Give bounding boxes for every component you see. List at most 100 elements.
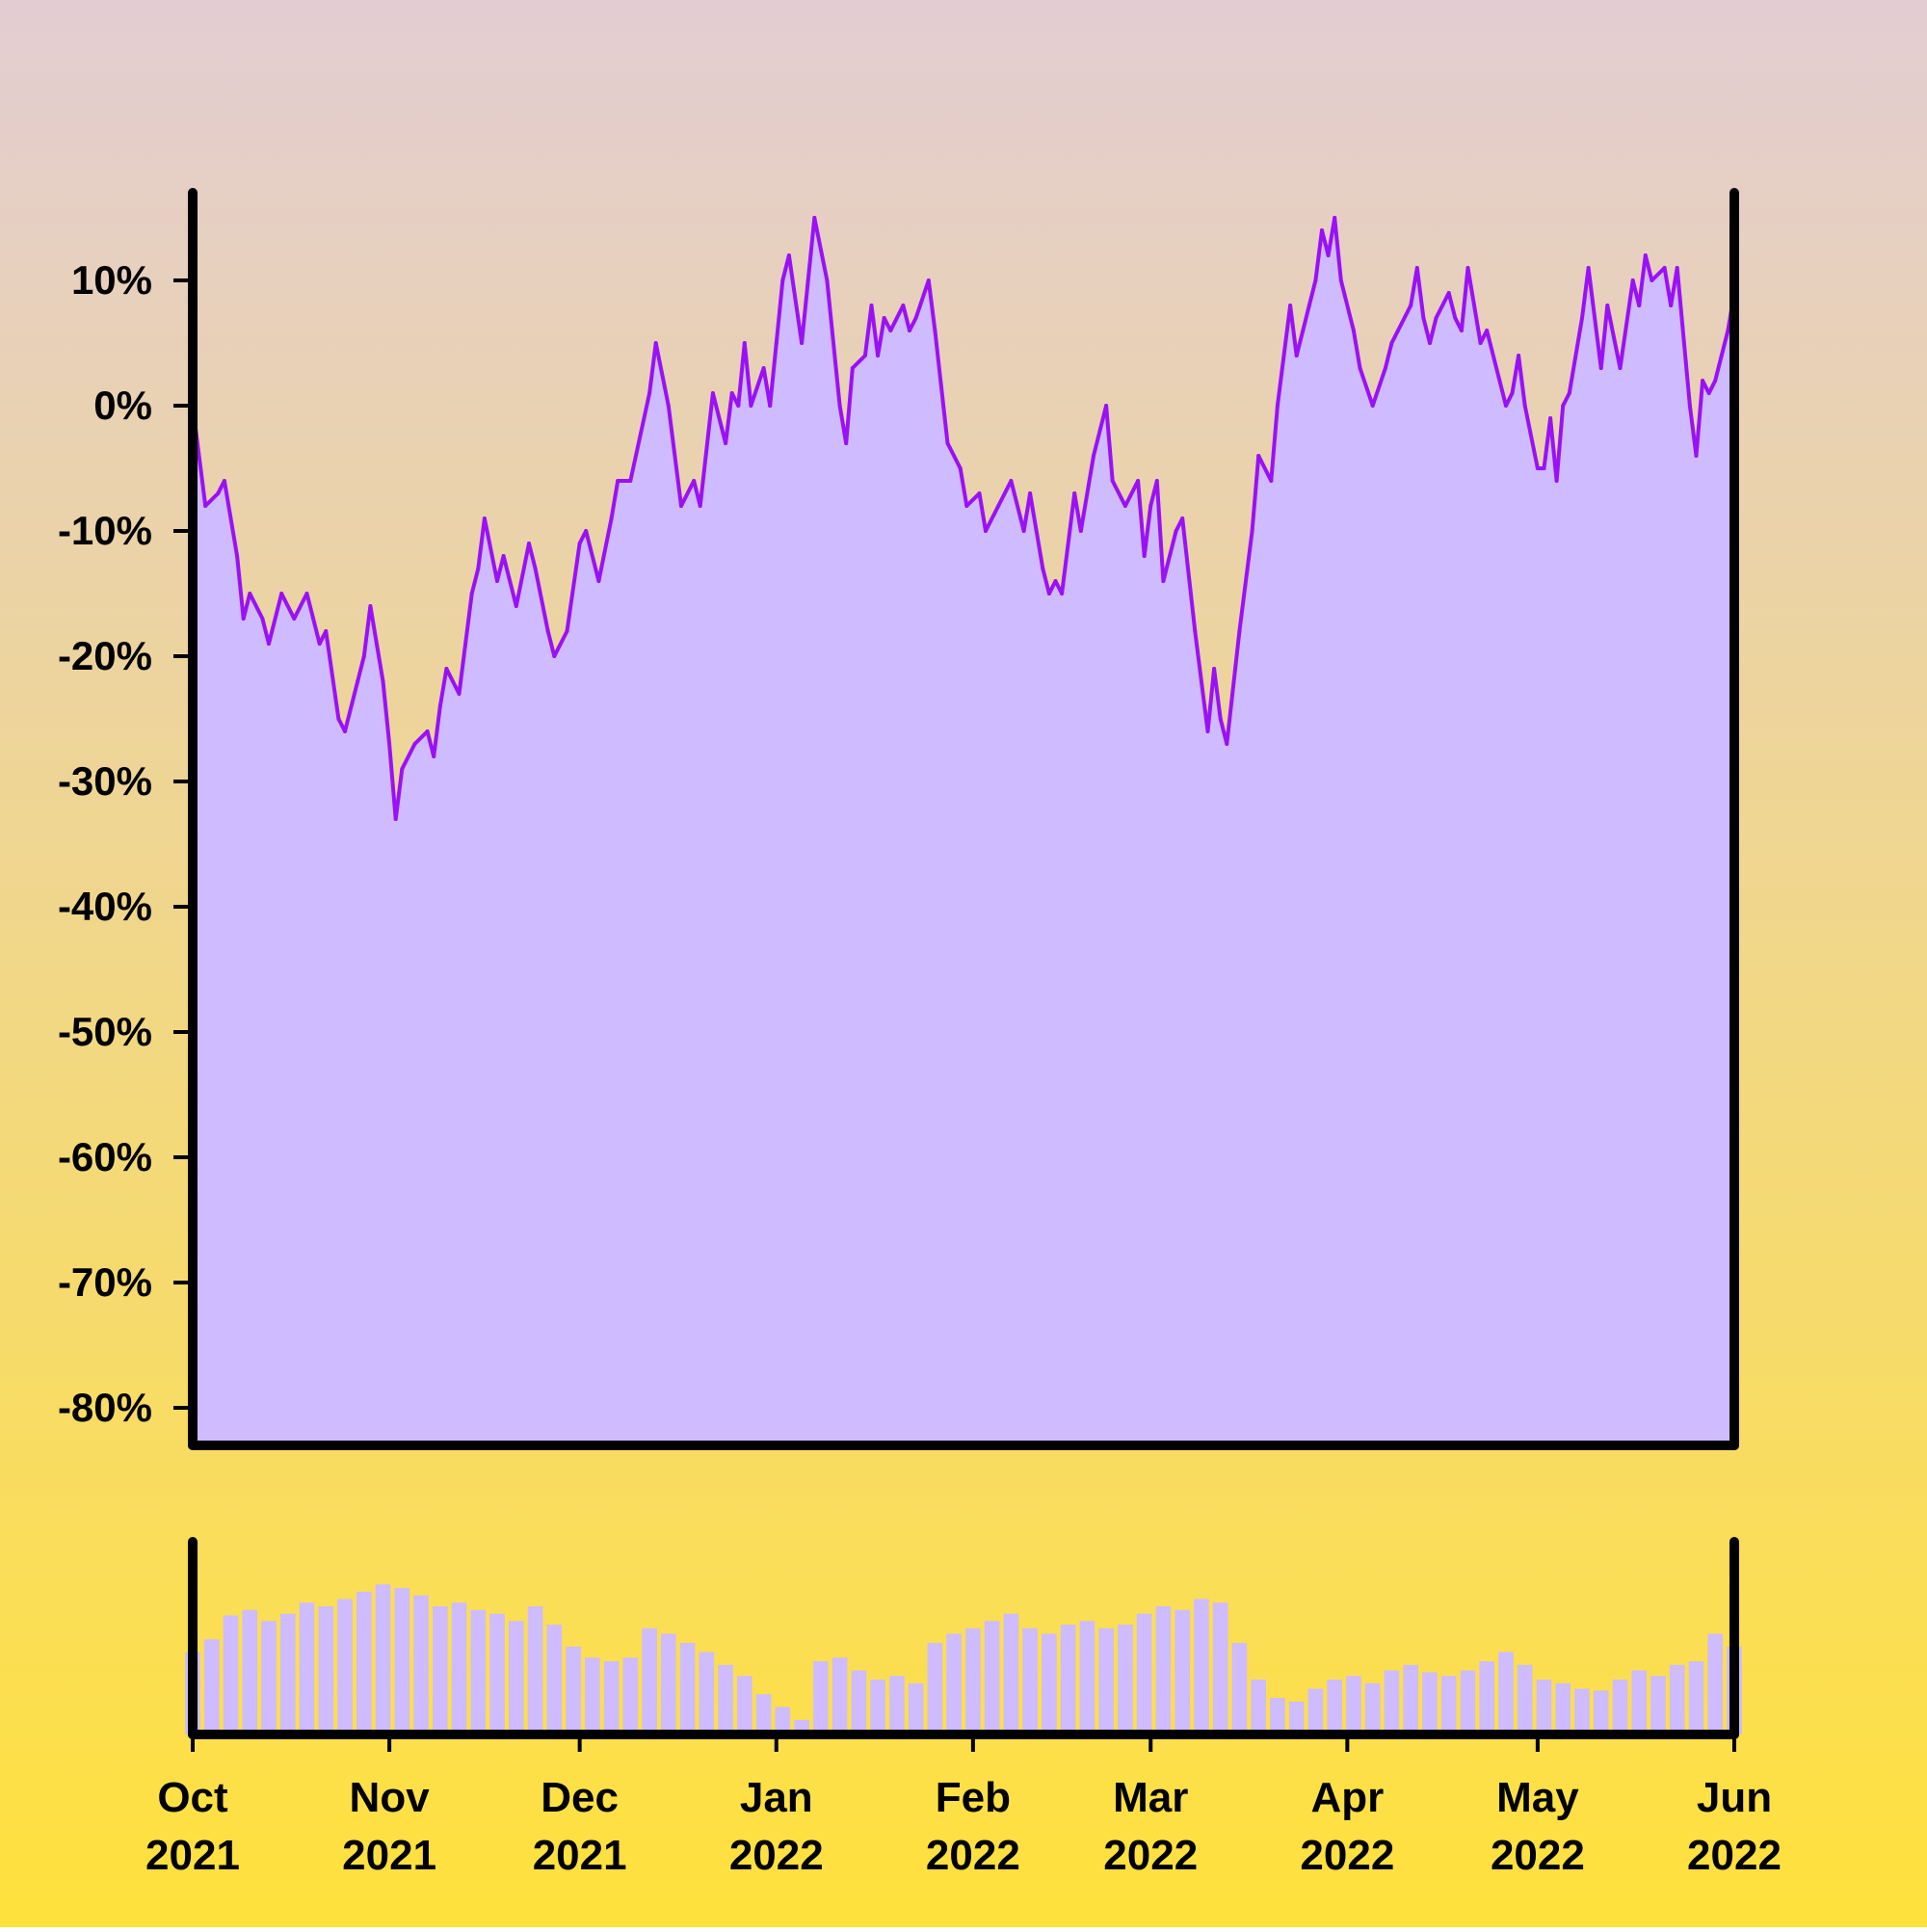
data-point bbox=[368, 604, 373, 608]
data-point bbox=[1694, 454, 1699, 458]
data-point bbox=[609, 516, 614, 520]
data-point bbox=[1554, 479, 1559, 483]
x-tick-label-year: 2021 bbox=[145, 1832, 240, 1879]
volume-bar bbox=[566, 1646, 581, 1734]
data-point bbox=[596, 579, 601, 583]
data-point bbox=[1517, 354, 1521, 357]
volume-bar bbox=[1346, 1676, 1361, 1734]
data-point bbox=[1180, 516, 1185, 520]
volume-bar bbox=[546, 1625, 563, 1734]
data-point bbox=[565, 629, 569, 633]
data-point bbox=[311, 617, 316, 621]
data-point bbox=[1333, 216, 1337, 220]
volume-bar bbox=[718, 1664, 733, 1734]
data-point bbox=[533, 567, 538, 570]
data-point bbox=[425, 729, 430, 733]
data-point bbox=[1580, 316, 1584, 320]
data-point bbox=[1136, 479, 1141, 483]
x-tick-label-year: 2022 bbox=[1687, 1832, 1782, 1879]
data-point bbox=[945, 441, 950, 445]
data-point bbox=[361, 654, 366, 658]
return-line bbox=[191, 216, 1736, 821]
data-point bbox=[1719, 354, 1724, 357]
data-point bbox=[888, 329, 893, 332]
data-point bbox=[742, 341, 747, 345]
data-point bbox=[1142, 554, 1147, 558]
data-point bbox=[584, 529, 589, 533]
data-point bbox=[1256, 454, 1261, 458]
data-point bbox=[882, 316, 886, 320]
volume-bar bbox=[527, 1606, 543, 1734]
data-point bbox=[616, 479, 620, 483]
volume-bar bbox=[451, 1602, 467, 1734]
data-point bbox=[984, 529, 988, 533]
data-point bbox=[1193, 629, 1198, 633]
data-point bbox=[1351, 329, 1356, 332]
data-point bbox=[577, 542, 582, 545]
data-point bbox=[527, 542, 531, 545]
data-point bbox=[653, 341, 658, 345]
data-point bbox=[1675, 266, 1679, 270]
data-point bbox=[260, 617, 265, 621]
volume-bar bbox=[299, 1602, 315, 1734]
data-point bbox=[1338, 278, 1343, 282]
volume-bar bbox=[1460, 1670, 1476, 1734]
data-point bbox=[1650, 278, 1654, 282]
volume-bar bbox=[1079, 1621, 1095, 1734]
volume-bar bbox=[1231, 1643, 1248, 1734]
data-point bbox=[1713, 379, 1718, 383]
data-point bbox=[1358, 366, 1362, 370]
data-point bbox=[1701, 379, 1705, 383]
data-point bbox=[1320, 228, 1324, 232]
return-area bbox=[193, 218, 1734, 1445]
data-point bbox=[1687, 404, 1692, 408]
volume-bar bbox=[1022, 1628, 1038, 1734]
data-point bbox=[908, 329, 911, 332]
data-point bbox=[1078, 529, 1083, 533]
volume-bar bbox=[965, 1628, 981, 1734]
data-point bbox=[1009, 479, 1014, 483]
data-point bbox=[1301, 329, 1306, 332]
volume-bar bbox=[1403, 1664, 1418, 1734]
volume-bar bbox=[1060, 1625, 1076, 1734]
y-tick-label: -20% bbox=[58, 633, 152, 678]
data-point bbox=[837, 404, 842, 408]
y-tick-label: 0% bbox=[93, 383, 152, 428]
data-point bbox=[1504, 404, 1508, 408]
volume-bar bbox=[851, 1670, 867, 1734]
data-point bbox=[1465, 266, 1470, 270]
data-point bbox=[235, 554, 240, 558]
data-point bbox=[1409, 304, 1413, 307]
data-point bbox=[1174, 529, 1178, 533]
volume-bar bbox=[832, 1657, 848, 1734]
volume-bar bbox=[1707, 1633, 1723, 1734]
data-point bbox=[958, 466, 963, 470]
volume-bar bbox=[1555, 1682, 1571, 1734]
volume-bar bbox=[1536, 1680, 1552, 1734]
volume-bar bbox=[1288, 1701, 1305, 1734]
data-point bbox=[869, 304, 874, 307]
volume-bar bbox=[413, 1595, 429, 1734]
x-tick-label-month: May bbox=[1496, 1774, 1579, 1821]
y-axis: 10% 0% -10% -20% -30% -40% -50% -60% -70% -80% bbox=[58, 257, 193, 1430]
x-tick-label-year: 2021 bbox=[533, 1832, 627, 1879]
data-point bbox=[1605, 304, 1610, 307]
volume-bar bbox=[1307, 1688, 1324, 1734]
data-point bbox=[1478, 341, 1483, 345]
data-point bbox=[1630, 278, 1635, 282]
volume-bar bbox=[1098, 1628, 1114, 1734]
data-point bbox=[304, 592, 309, 595]
y-tick-label: -40% bbox=[58, 884, 152, 929]
volume-bar bbox=[889, 1676, 905, 1734]
volume-bar bbox=[394, 1588, 410, 1734]
data-point bbox=[1212, 667, 1217, 671]
data-point bbox=[1110, 479, 1115, 483]
volume-bar bbox=[622, 1657, 639, 1734]
data-point bbox=[1275, 404, 1280, 408]
volume-bar bbox=[661, 1633, 676, 1734]
data-point bbox=[876, 354, 881, 357]
volume-bar bbox=[1669, 1664, 1685, 1734]
volume-bar bbox=[642, 1628, 657, 1734]
volume-bar bbox=[509, 1621, 524, 1734]
